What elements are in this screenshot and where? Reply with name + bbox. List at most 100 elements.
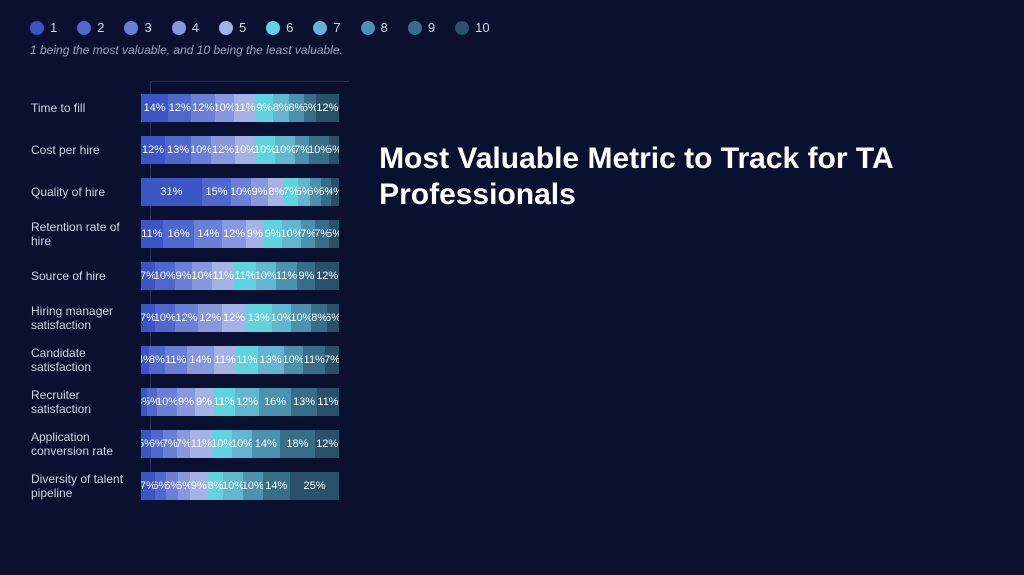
legend-label: 6 (286, 20, 293, 35)
bar-row-label: Source of hire (31, 269, 141, 283)
legend-swatch (172, 21, 186, 35)
legend-label: 7 (333, 20, 340, 35)
stacked-bar: 14%12%12%10%11%9%8%8%6%12% (141, 94, 339, 122)
bar-segment: 11% (190, 430, 212, 458)
bar-segment: 11% (303, 346, 325, 374)
bar-segment: 11% (165, 346, 187, 374)
stacked-bar: 31%15%10%9%8%7%6%6%5%4% (141, 178, 339, 206)
bar-segment: 16% (163, 220, 195, 248)
bar-row: Retention rate of hire11%16%14%12%9%9%10… (151, 220, 349, 248)
bar-row: Cost per hire12%13%10%12%10%10%10%7%10%5… (151, 136, 349, 164)
bar-segment: 10% (215, 94, 234, 122)
bar-segment: 10% (212, 430, 232, 458)
bar-segment: 11% (141, 220, 163, 248)
bar-segment: 7% (315, 220, 329, 248)
legend-swatch (219, 21, 233, 35)
bar-segment: 8% (149, 346, 165, 374)
bar-segment: 10% (291, 304, 311, 332)
legend-label: 1 (50, 20, 57, 35)
bar-segment: 10% (155, 304, 175, 332)
bar-row: Quality of hire31%15%10%9%8%7%6%6%5%4% (151, 178, 349, 206)
legend-swatch (408, 21, 422, 35)
bar-segment: 7% (141, 472, 155, 500)
bar-segment: 12% (175, 304, 199, 332)
bar-segment: 7% (141, 304, 155, 332)
bar-segment: 14% (194, 220, 222, 248)
bar-segment: 11% (212, 262, 234, 290)
bar-segment: 12% (141, 136, 165, 164)
bar-row-label: Retention rate of hire (31, 220, 141, 249)
legend-label: 10 (475, 20, 489, 35)
bar-segment: 10% (223, 472, 243, 500)
legend: 12345678910 (30, 20, 994, 35)
legend-swatch (124, 21, 138, 35)
bar-segment: 10% (255, 136, 275, 164)
bar-segment: 14% (141, 94, 168, 122)
bar-segment: 12% (315, 430, 339, 458)
bar-segment: 11% (234, 94, 255, 122)
bar-segment: 13% (246, 304, 272, 332)
bar-segment: 9% (177, 388, 195, 416)
bar-segment: 5% (329, 220, 339, 248)
bar-segment: 8% (289, 94, 305, 122)
bar-segment: 5% (147, 388, 157, 416)
bar-segment: 11% (213, 388, 235, 416)
bar-segment: 7% (141, 262, 155, 290)
bar-segment: 9% (264, 220, 282, 248)
bar-segment: 6% (298, 178, 310, 206)
bar-segment: 9% (246, 220, 264, 248)
stacked-bar-chart: Time to fill14%12%12%10%11%9%8%8%6%12%Co… (150, 81, 349, 500)
bar-segment: 31% (141, 178, 202, 206)
bar-segment: 6% (151, 430, 163, 458)
stacked-bar: 7%6%6%6%9%8%10%10%14%25% (141, 472, 339, 500)
bar-segment: 9% (195, 388, 213, 416)
bar-segment: 12% (211, 136, 235, 164)
legend-label: 5 (239, 20, 246, 35)
bar-segment: 6% (166, 472, 178, 500)
legend-item: 9 (408, 20, 435, 35)
stacked-bar: 7%10%12%12%12%13%10%10%8%6% (141, 304, 339, 332)
stacked-bar: 3%5%10%9%9%11%12%16%13%11% (141, 388, 339, 416)
bar-row-label: Candidate satisfaction (31, 346, 141, 375)
bar-segment: 9% (256, 94, 273, 122)
stacked-bar: 5%6%7%7%11%10%10%14%18%12% (141, 430, 339, 458)
bar-segment: 7% (163, 430, 177, 458)
bar-segment: 11% (317, 388, 339, 416)
bar-row-label: Diversity of talent pipeline (31, 472, 141, 501)
bar-segment: 7% (284, 178, 298, 206)
legend-swatch (313, 21, 327, 35)
legend-subtitle: 1 being the most valuable, and 10 being … (30, 43, 994, 57)
bar-segment: 15% (202, 178, 231, 206)
bar-segment: 9% (297, 262, 315, 290)
bar-row-label: Cost per hire (31, 143, 141, 157)
bar-segment: 10% (256, 262, 276, 290)
bar-segment: 11% (236, 346, 258, 374)
bar-row: Candidate satisfaction4%8%11%14%11%11%13… (151, 346, 349, 374)
page-title: Most Valuable Metric to Track for TA Pro… (379, 141, 994, 213)
bar-segment: 7% (301, 220, 315, 248)
bar-segment: 6% (178, 472, 190, 500)
bar-segment: 13% (291, 388, 317, 416)
bar-segment: 12% (191, 94, 214, 122)
legend-label: 8 (381, 20, 388, 35)
legend-item: 10 (455, 20, 489, 35)
stacked-bar: 12%13%10%12%10%10%10%7%10%5% (141, 136, 339, 164)
bar-segment: 9% (190, 472, 208, 500)
bar-segment: 10% (192, 262, 212, 290)
legend-swatch (266, 21, 280, 35)
bar-segment: 9% (175, 262, 193, 290)
bar-segment: 6% (327, 304, 339, 332)
bar-segment: 8% (268, 178, 284, 206)
bar-segment: 10% (231, 178, 251, 206)
legend-swatch (77, 21, 91, 35)
bar-segment: 6% (155, 472, 167, 500)
bar-segment: 10% (155, 262, 175, 290)
stacked-bar: 4%8%11%14%11%11%13%10%11%7% (141, 346, 339, 374)
bar-segment: 11% (234, 262, 256, 290)
bar-row: Source of hire7%10%9%10%11%11%10%11%9%12… (151, 262, 349, 290)
legend-item: 1 (30, 20, 57, 35)
bar-segment: 10% (275, 136, 295, 164)
legend-item: 8 (361, 20, 388, 35)
legend-item: 7 (313, 20, 340, 35)
bar-row-label: Time to fill (31, 101, 141, 115)
